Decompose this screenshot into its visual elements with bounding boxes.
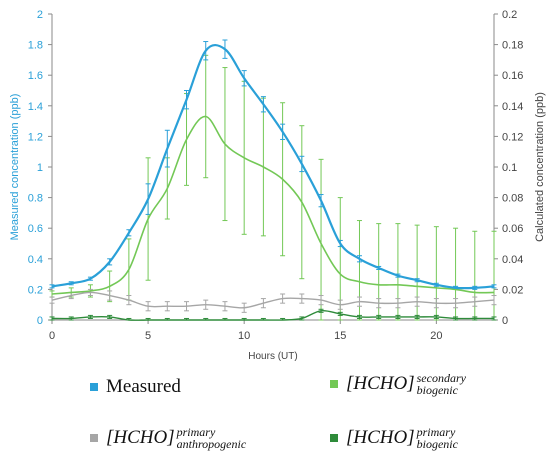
right-tick-label: 0.2 xyxy=(502,9,517,21)
left-tick-label: 1.4 xyxy=(28,101,43,113)
legend-item-secondary-biogenic: [HCHO] secondary biogenic xyxy=(330,372,466,396)
right-tick-label: 0.08 xyxy=(502,193,523,205)
left-tick-label: 0.8 xyxy=(28,193,43,205)
x-tick-label: 15 xyxy=(334,330,346,342)
right-tick-label: 0 xyxy=(502,315,508,327)
axis-labels: 00.20.40.60.811.21.41.61.8200.020.040.06… xyxy=(9,9,546,362)
right-tick-label: 0.16 xyxy=(502,70,523,82)
error-bar-secondary xyxy=(318,158,324,321)
series-line-secondary xyxy=(51,115,495,295)
left-tick-label: 1.2 xyxy=(28,131,43,143)
series-lines xyxy=(51,43,495,321)
legend-swatch-measured xyxy=(90,383,98,391)
x-tick-label: 20 xyxy=(430,330,442,342)
right-tick-label: 0.14 xyxy=(502,101,523,113)
legend-item-measured: Measured xyxy=(90,376,181,398)
legend-item-primary-biogenic: [HCHO] primary biogenic xyxy=(330,426,458,450)
left-tick-label: 1.6 xyxy=(28,70,43,82)
series-line-anthropogenic xyxy=(51,291,495,309)
left-tick-label: 1 xyxy=(37,162,43,174)
right-tick-label: 0.06 xyxy=(502,223,523,235)
legend-sup-secondary-biogenic: secondary xyxy=(416,371,466,385)
x-axis-title: Hours (UT) xyxy=(248,351,297,362)
legend-sub-primary-biogenic: biogenic xyxy=(416,437,458,451)
legend-swatch-secondary-biogenic xyxy=(330,380,338,388)
legend-item-primary-anthropogenic: [HCHO] primary anthropogenic xyxy=(90,426,246,450)
left-tick-label: 0.2 xyxy=(28,284,43,296)
left-tick-label: 0.4 xyxy=(28,254,43,266)
right-tick-label: 0.18 xyxy=(502,40,523,52)
error-bar-secondary xyxy=(491,230,497,321)
legend-swatch-primary-biogenic xyxy=(330,434,338,442)
left-tick-label: 0 xyxy=(37,315,43,327)
right-tick-label: 0.04 xyxy=(502,254,523,266)
x-tick-label: 5 xyxy=(145,330,151,342)
left-tick-label: 0.6 xyxy=(28,223,43,235)
chart: 00.20.40.60.811.21.41.61.8200.020.040.06… xyxy=(9,9,546,362)
axes xyxy=(48,13,498,324)
series-line-primary_biogenic xyxy=(51,309,494,321)
left-tick-label: 1.8 xyxy=(28,40,43,52)
legend-base-primary-anthropogenic: [HCHO] xyxy=(106,427,175,448)
right-tick-label: 0.02 xyxy=(502,284,523,296)
right-tick-label: 0.12 xyxy=(502,131,523,143)
left-tick-label: 2 xyxy=(37,9,43,21)
legend-base-secondary-biogenic: [HCHO] xyxy=(346,373,415,394)
legend-sup-primary-biogenic: primary xyxy=(416,425,456,439)
x-tick-label: 0 xyxy=(49,330,55,342)
right-axis-title: Calculated concentration (ppb) xyxy=(534,92,546,242)
legend-sup-primary-anthropogenic: primary xyxy=(176,425,216,439)
x-tick-label: 10 xyxy=(238,330,250,342)
legend-swatch-primary-anthropogenic xyxy=(90,434,98,442)
legend-label-measured: Measured xyxy=(106,376,181,397)
left-axis-title: Measured concentration (ppb) xyxy=(9,94,21,241)
right-tick-label: 0.1 xyxy=(502,162,517,174)
error-bar-secondary xyxy=(337,197,343,321)
legend-sub-primary-anthropogenic: anthropogenic xyxy=(176,437,247,451)
legend-base-primary-biogenic: [HCHO] xyxy=(346,427,415,448)
error-bars xyxy=(49,39,497,321)
legend-sub-secondary-biogenic: biogenic xyxy=(416,383,458,397)
series-line-measured xyxy=(51,43,495,290)
